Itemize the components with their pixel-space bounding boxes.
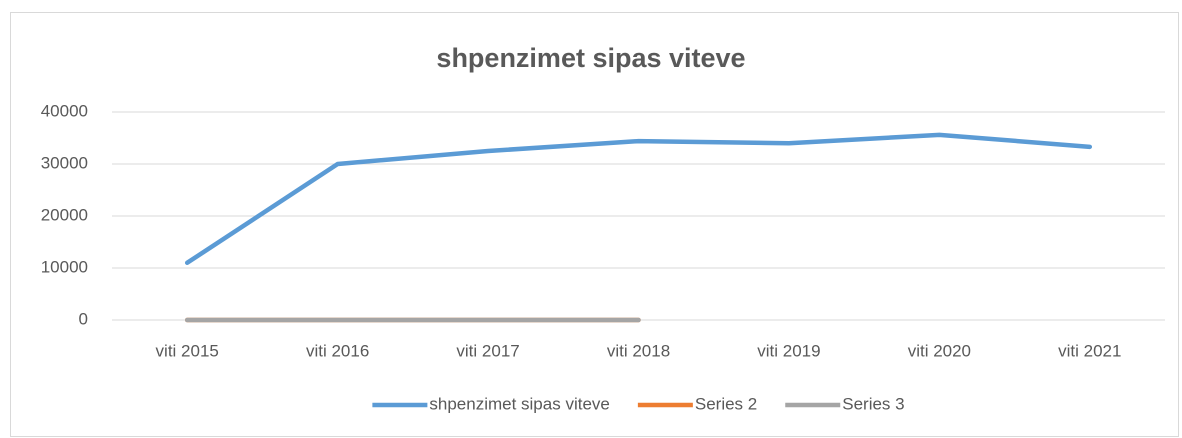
y-tick-label: 0	[79, 309, 88, 328]
y-tick-label: 40000	[41, 101, 88, 120]
x-tick-label: viti 2017	[456, 341, 519, 360]
legend-label: Series 2	[695, 394, 757, 413]
legend-label: Series 3	[842, 394, 904, 413]
x-tick-label: viti 2020	[908, 341, 971, 360]
x-tick-label: viti 2019	[757, 341, 820, 360]
chart-border	[10, 12, 1179, 437]
x-tick-label: viti 2018	[607, 341, 670, 360]
x-tick-label: viti 2015	[156, 341, 219, 360]
y-tick-label: 20000	[41, 205, 88, 224]
legend-label: shpenzimet sipas viteve	[429, 394, 609, 413]
x-tick-label: viti 2021	[1058, 341, 1121, 360]
x-tick-label: viti 2016	[306, 341, 369, 360]
y-tick-label: 10000	[41, 257, 88, 276]
y-tick-label: 30000	[41, 153, 88, 172]
chart-title: shpenzimet sipas viteve	[436, 43, 745, 73]
line-series	[184, 132, 1093, 266]
